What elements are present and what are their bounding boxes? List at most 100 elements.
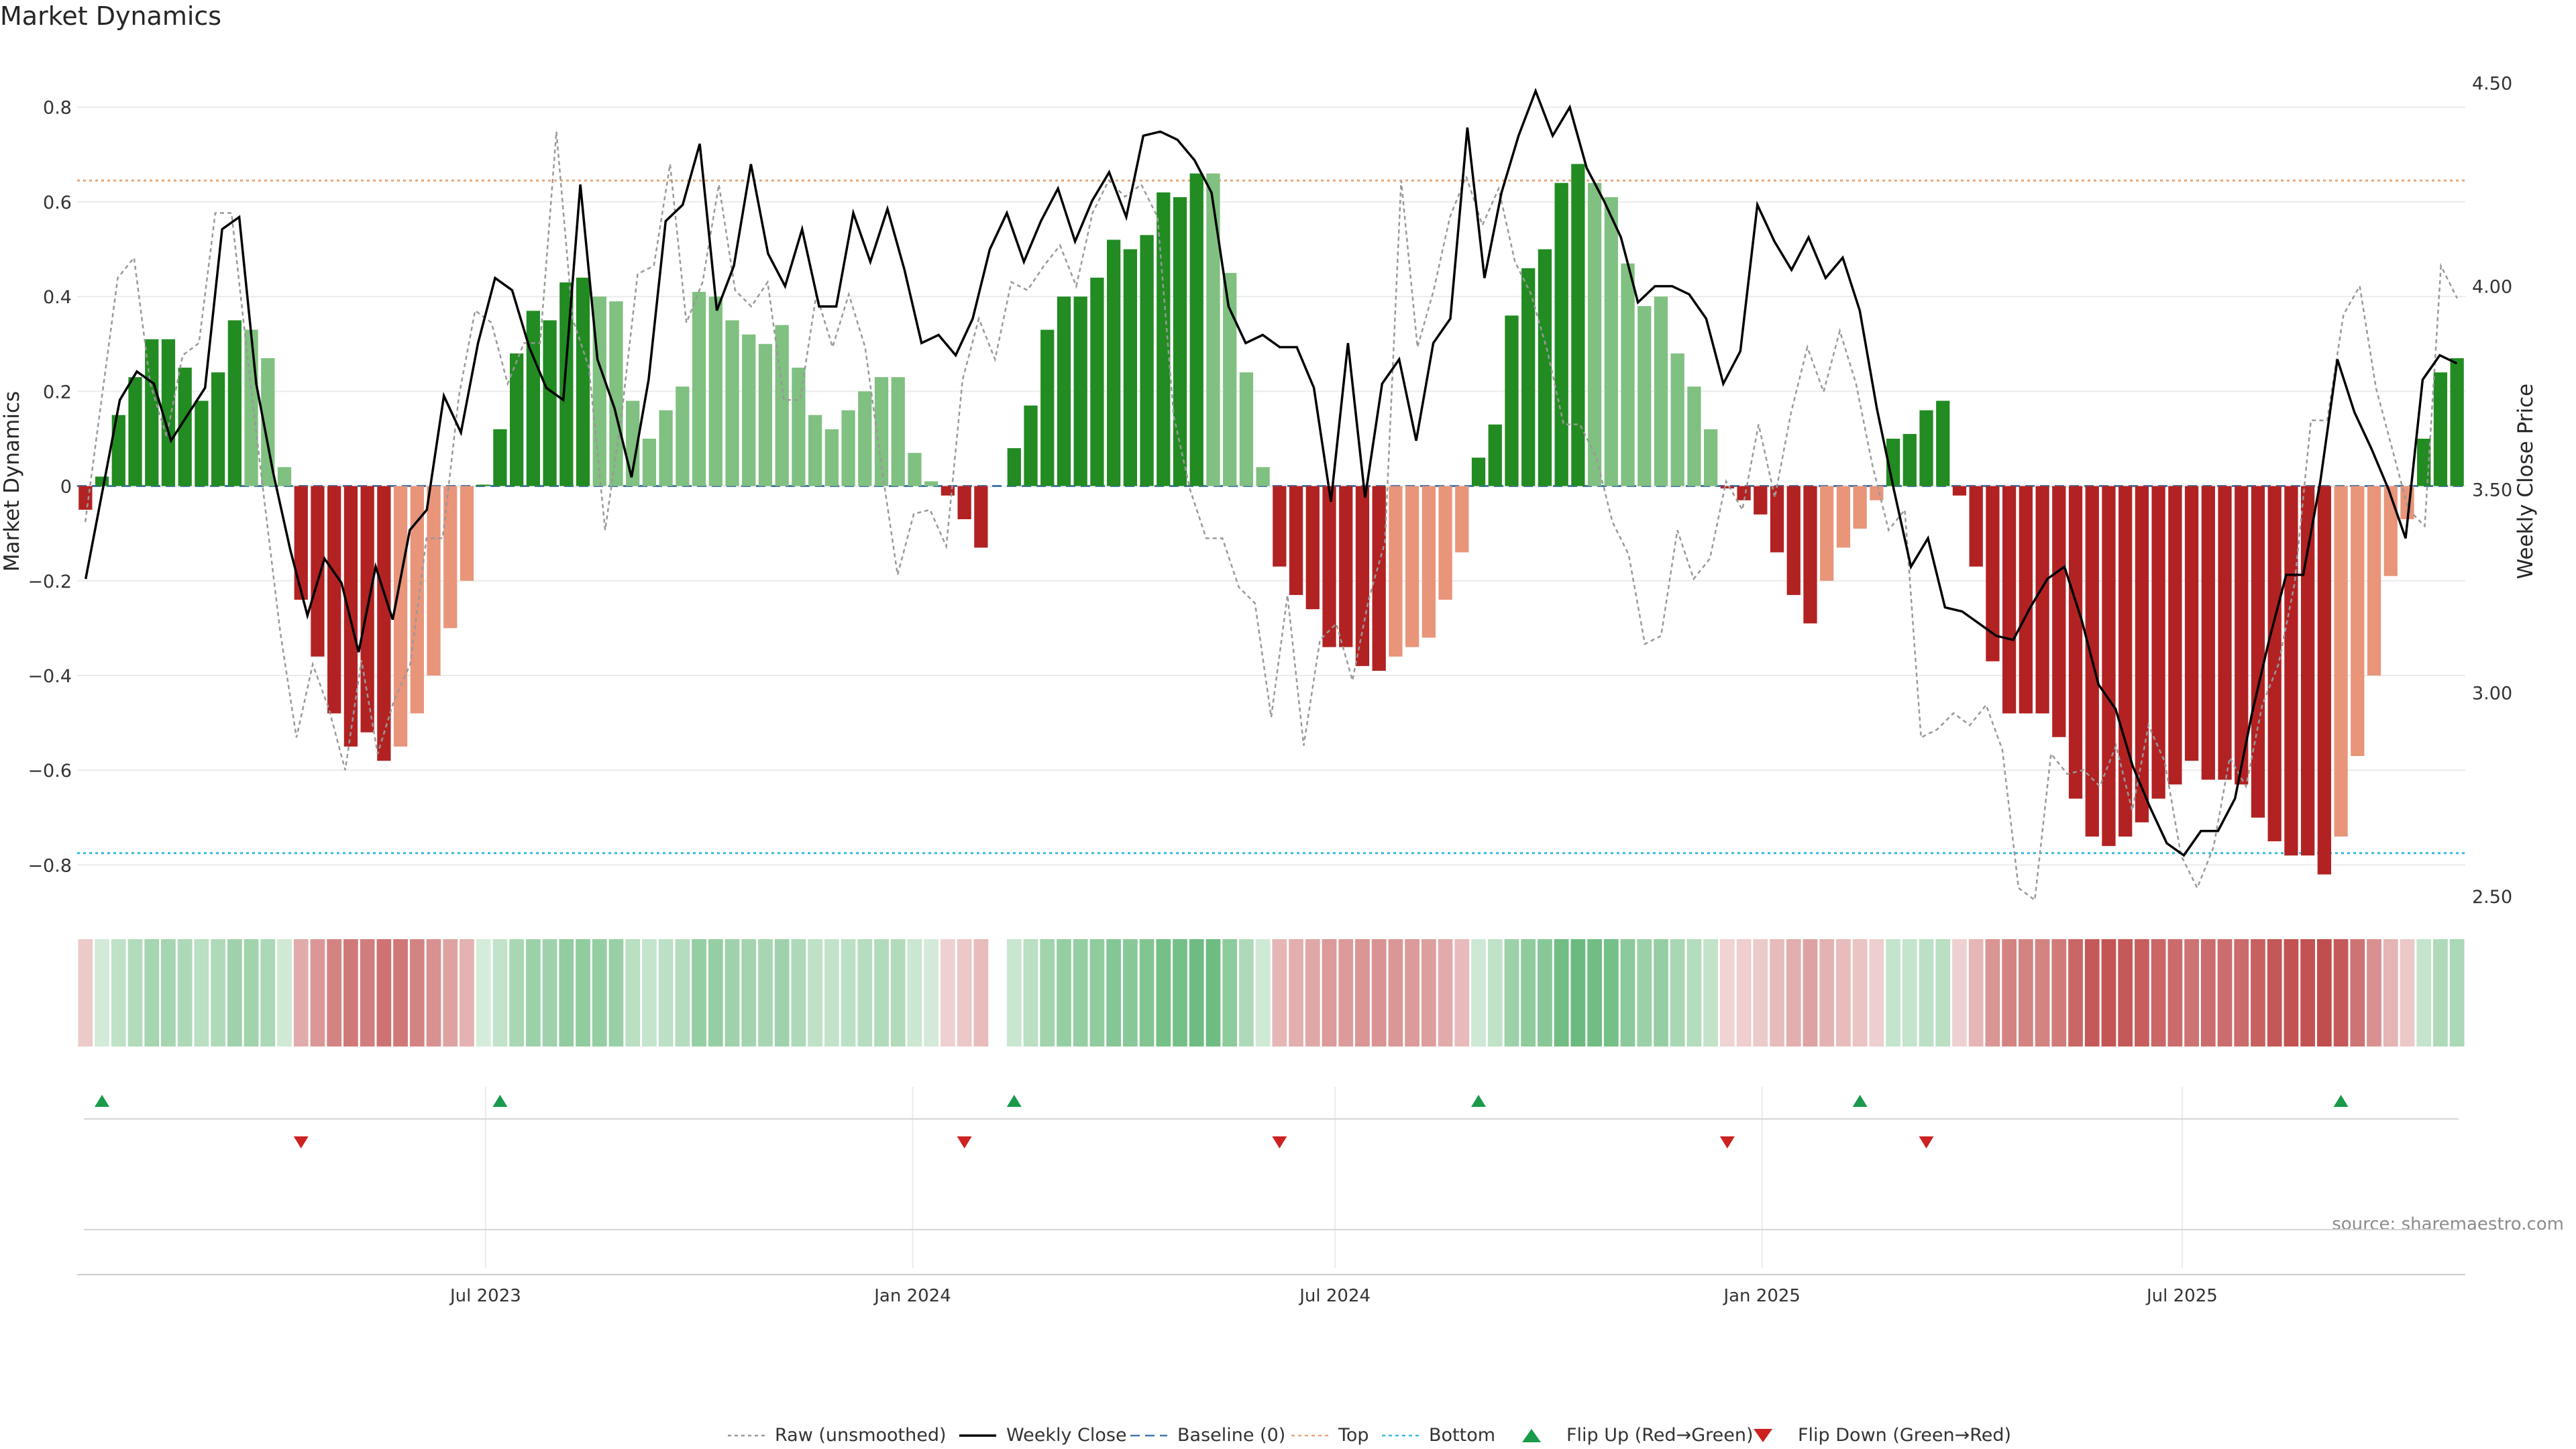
dynamics-bar — [2002, 486, 2017, 714]
dynamics-bar — [145, 339, 159, 486]
dynamics-bar — [692, 292, 706, 486]
heat-strip-cell — [658, 939, 674, 1046]
heat-strip-cell — [791, 939, 806, 1046]
heat-strip-cell — [824, 939, 839, 1046]
heat-strip-cell — [1538, 939, 1552, 1046]
heat-strip-cell — [1570, 939, 1586, 1046]
heat-strip-cell — [127, 939, 143, 1046]
heat-strip-cell — [227, 939, 242, 1046]
heat-strip-cell — [1405, 939, 1420, 1046]
dynamics-bar — [1206, 173, 1220, 486]
dynamics-bar — [775, 325, 789, 486]
dynamics-bar — [2417, 438, 2431, 486]
dynamics-bar — [1488, 424, 1502, 486]
heat-strip-cell — [1421, 939, 1436, 1046]
heat-strip-cell — [2333, 939, 2349, 1046]
y-tick-label-left: 0.6 — [43, 193, 72, 213]
dynamics-bar — [2251, 486, 2265, 818]
dynamics-bar — [1720, 486, 1734, 489]
flip-up-marker — [1471, 1095, 1487, 1107]
heat-strip-cell — [1338, 939, 1354, 1046]
dynamics-bar — [2317, 486, 2331, 875]
dynamics-bar — [443, 486, 458, 629]
heat-strip-cell — [625, 939, 641, 1046]
dynamics-bar — [559, 282, 574, 486]
heat-strip-cell — [293, 939, 309, 1046]
source-note: source: sharemaestro.com — [2332, 1214, 2564, 1234]
heat-strip-cell — [2234, 939, 2249, 1046]
heat-strip-cell — [509, 939, 525, 1046]
heat-strip-cell — [2300, 939, 2316, 1046]
dynamics-bar — [476, 484, 490, 486]
dynamics-bar — [2102, 486, 2116, 847]
dynamics-bar — [2201, 486, 2215, 780]
heat-strip-cell — [1454, 939, 1470, 1046]
flip-down-marker — [957, 1136, 972, 1148]
dynamics-bar — [1107, 239, 1121, 486]
dynamics-bar — [327, 486, 341, 714]
heat-strip-cell — [476, 939, 491, 1046]
dynamics-bar — [1189, 173, 1203, 486]
dynamics-bar — [758, 343, 773, 486]
dynamics-bar — [1372, 486, 1386, 671]
heat-strip-cell — [2167, 939, 2183, 1046]
heat-strip-cell — [443, 939, 458, 1046]
heat-strip-cell — [1205, 939, 1221, 1046]
x-tick-label: Jul 2023 — [449, 1286, 521, 1306]
dynamics-bar — [1289, 486, 1303, 595]
y-tick-label-left: 0.4 — [43, 287, 72, 308]
heat-strip-cell — [1305, 939, 1320, 1046]
dynamics-bar — [1936, 400, 1950, 486]
dynamics-bar — [1057, 297, 1071, 486]
heat-strip-cell — [343, 939, 358, 1046]
heat-strip-cell — [1040, 939, 1055, 1046]
heat-strip-cell — [2101, 939, 2116, 1046]
heat-strip-cell — [1770, 939, 1784, 1046]
heat-strip-cell — [675, 939, 690, 1046]
heat-strip-cell — [2433, 939, 2448, 1046]
heat-strip-cell — [2400, 939, 2415, 1046]
legend-label: Top — [1338, 1425, 1369, 1446]
legend-label: Bottom — [1429, 1425, 1495, 1446]
x-tick-label: Jan 2024 — [873, 1286, 951, 1306]
x-tick-label: Jan 2025 — [1722, 1286, 1801, 1306]
y-tick-label-right: 3.50 — [2472, 480, 2512, 501]
dynamics-bar — [1654, 297, 1668, 486]
dynamics-bar — [294, 486, 308, 600]
dynamics-bar — [1455, 486, 1469, 553]
heat-strip-cell — [525, 939, 541, 1046]
heat-strip-cell — [1670, 939, 1685, 1046]
dynamics-bar — [974, 486, 988, 548]
heat-strip-cell — [592, 939, 607, 1046]
heat-strip-cell — [1504, 939, 1519, 1046]
dynamics-bar — [1305, 486, 1320, 610]
heat-strip-cell — [808, 939, 823, 1046]
dynamics-bar — [1687, 386, 1701, 486]
heat-strip-cell — [327, 939, 342, 1046]
heat-strip-cell — [1122, 939, 1138, 1046]
dynamics-bar — [1090, 277, 1104, 486]
dynamics-bar — [2168, 486, 2182, 785]
dynamics-bar — [1157, 192, 1171, 486]
y-tick-label-left: −0.4 — [28, 666, 72, 687]
heat-strip-cell — [857, 939, 873, 1046]
dynamics-bar — [1007, 448, 1021, 486]
heat-strip-cell — [2251, 939, 2265, 1046]
heat-strip-cell — [1139, 939, 1155, 1046]
heat-strip-cell — [1935, 939, 1951, 1046]
dynamics-bar — [2218, 486, 2232, 780]
dynamics-bar — [211, 372, 225, 486]
y-tick-label-left: 0.2 — [43, 382, 72, 402]
heat-strip-cell — [642, 939, 657, 1046]
dynamics-bar — [676, 386, 690, 486]
dynamics-bar — [858, 391, 872, 486]
flip-down-marker — [1919, 1136, 1934, 1148]
heat-strip-cell — [1521, 939, 1536, 1046]
legend-label: Flip Up (Red→Green) — [1566, 1425, 1754, 1446]
heat-strip-cell — [890, 939, 906, 1046]
dynamics-bar — [891, 377, 905, 486]
dynamics-bar — [1704, 429, 1718, 486]
heat-strip-cell — [973, 939, 989, 1046]
legend-label: Weekly Close — [1006, 1425, 1127, 1446]
